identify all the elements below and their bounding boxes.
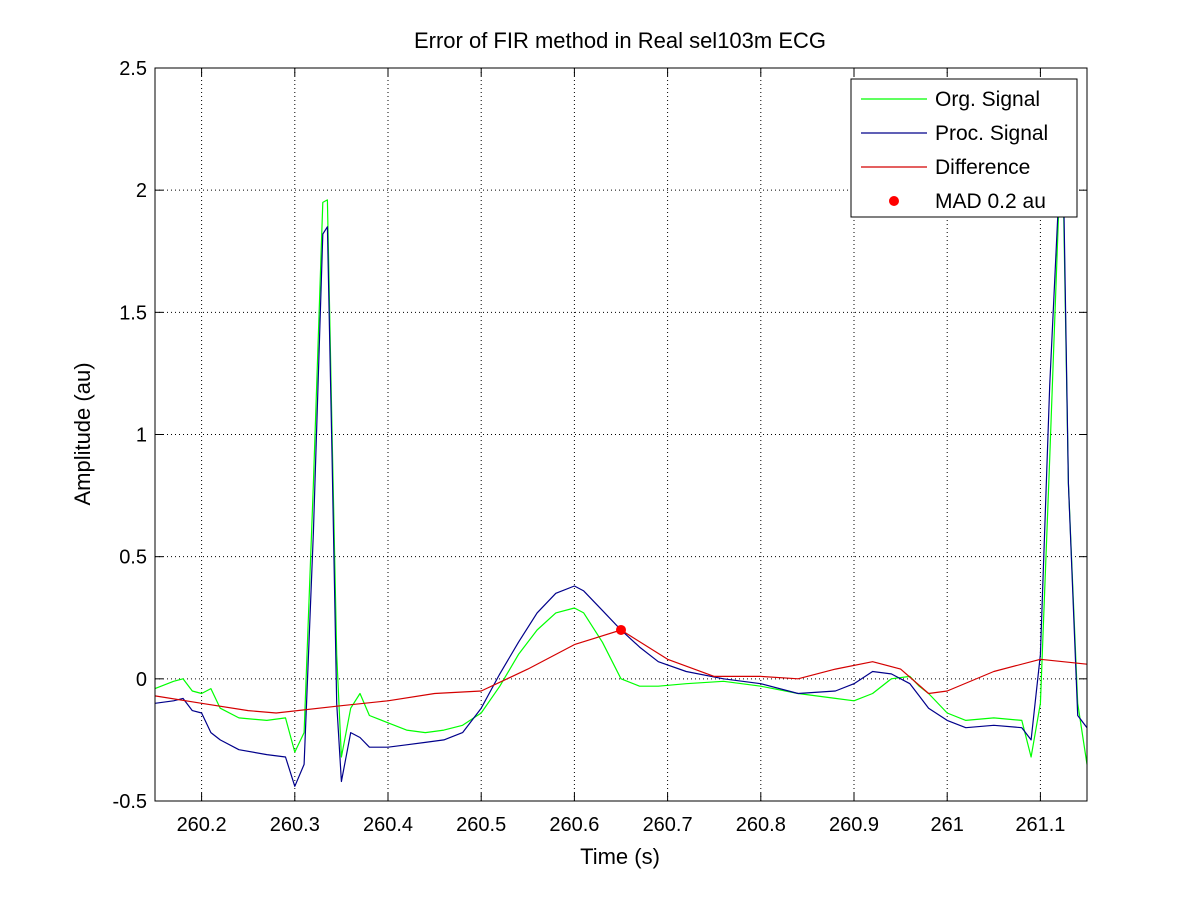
x-tick-label: 260.3 [270,814,320,836]
series-proc-signal-line [154,189,1088,787]
x-tick-label: 260.4 [363,814,413,836]
chart-title: Error of FIR method in Real sel103m ECG [414,28,826,53]
x-tick-label: 260.5 [456,814,506,836]
y-tick-label: 0.5 [119,547,147,569]
y-tick-label: -0.5 [113,791,147,813]
series-layer [154,189,1088,787]
x-tick-label: 260.8 [736,814,786,836]
legend-label: Proc. Signal [935,122,1048,145]
series-org-signal-line [154,199,1088,765]
mad-marker [616,624,626,635]
x-tick-label: 261.1 [1015,814,1065,836]
y-tick-label: 1 [136,425,147,447]
legend-label: Org. Signal [935,88,1040,111]
x-tick-label: 260.6 [549,814,599,836]
y-tick-label: 2 [136,180,147,202]
legend-label: MAD 0.2 au [935,190,1046,213]
x-axis-label: Time (s) [580,844,660,869]
x-tick-label: 260.2 [177,814,227,836]
y-tick-label: 0 [136,669,147,691]
y-tick-label: 2.5 [119,58,147,80]
series-difference-line [154,629,1088,714]
y-tick-label: 1.5 [119,302,147,324]
y-axis-label: Amplitude (au) [70,362,95,505]
legend-label: Difference [935,156,1030,179]
legend: Org. Signal Proc. Signal Difference MAD 0.2… [850,78,1078,218]
x-tick-label: 260.7 [643,814,693,836]
x-tick-label: 260.9 [829,814,879,836]
marker-layer [616,624,626,635]
legend-box [850,78,1078,218]
legend-marker-swatch [889,196,899,206]
x-tick-label: 261 [931,814,964,836]
ticks: 260.2 260.3 260.4 260.5 260.6 260.7 260.8 260.9… [113,58,1087,836]
